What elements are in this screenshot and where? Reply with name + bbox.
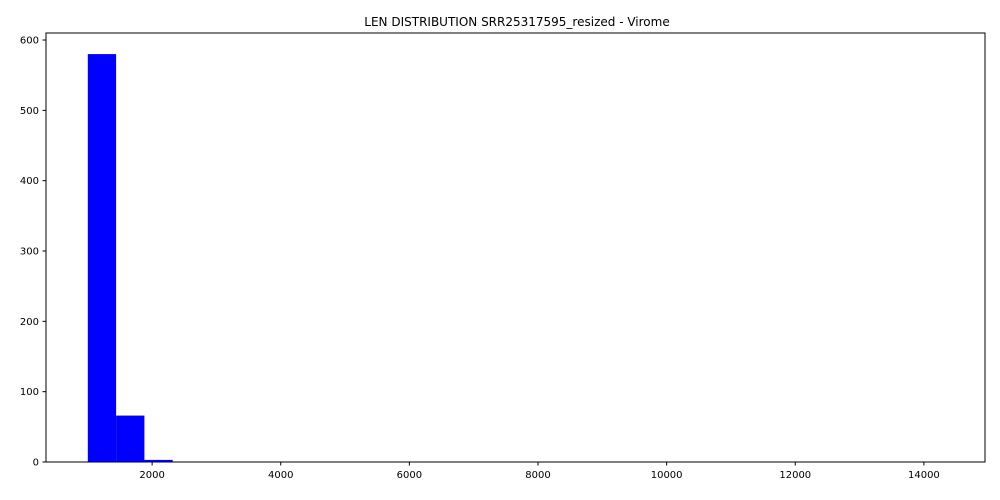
y-axis: 0 100 200 300 400 500 600 xyxy=(20,36,46,469)
x-tick-label: 14000 xyxy=(908,470,940,481)
y-tick-label: 200 xyxy=(20,317,39,328)
x-tick-label: 10000 xyxy=(651,470,683,481)
y-tick-label: 500 xyxy=(20,106,39,117)
y-tick-label: 400 xyxy=(20,176,39,187)
histogram-bar xyxy=(87,54,117,463)
y-tick-label: 600 xyxy=(20,36,39,47)
y-tick-label: 0 xyxy=(33,458,39,469)
x-tick-label: 6000 xyxy=(397,470,422,481)
x-tick-label: 2000 xyxy=(139,470,164,481)
x-tick-label: 4000 xyxy=(268,470,293,481)
x-tick-label: 8000 xyxy=(525,470,550,481)
chart-title: LEN DISTRIBUTION SRR25317595_resized - V… xyxy=(364,15,669,29)
bars-group xyxy=(87,54,173,463)
y-tick-label: 100 xyxy=(20,387,39,398)
histogram-bar xyxy=(144,459,173,462)
y-tick-label: 300 xyxy=(20,247,39,258)
x-tick-label: 12000 xyxy=(779,470,811,481)
plot-frame xyxy=(45,32,986,463)
histogram-bar xyxy=(116,415,145,462)
x-axis: 2000 4000 6000 8000 10000 12000 14000 xyxy=(139,462,940,481)
